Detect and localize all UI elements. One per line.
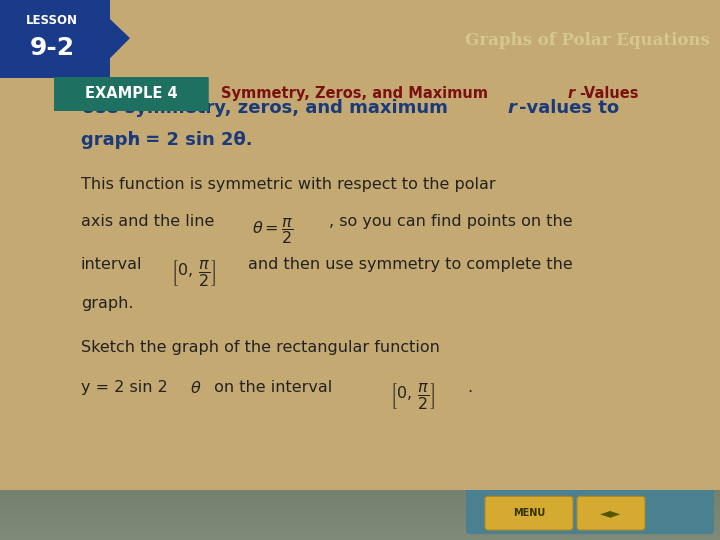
FancyBboxPatch shape xyxy=(0,537,720,540)
Text: , so you can find points on the: , so you can find points on the xyxy=(329,214,573,230)
Text: .: . xyxy=(467,380,472,395)
Text: interval: interval xyxy=(81,256,143,272)
FancyBboxPatch shape xyxy=(0,518,720,520)
Text: MENU: MENU xyxy=(513,508,545,518)
Text: -Values: -Values xyxy=(579,86,639,102)
FancyBboxPatch shape xyxy=(0,498,720,500)
FancyBboxPatch shape xyxy=(0,500,720,503)
FancyBboxPatch shape xyxy=(53,75,209,113)
FancyBboxPatch shape xyxy=(485,496,573,530)
FancyBboxPatch shape xyxy=(0,532,720,535)
FancyBboxPatch shape xyxy=(0,523,720,525)
FancyBboxPatch shape xyxy=(0,508,720,510)
Text: = 2 sin 2θ.: = 2 sin 2θ. xyxy=(139,131,253,149)
FancyBboxPatch shape xyxy=(0,505,720,508)
FancyBboxPatch shape xyxy=(0,525,720,528)
FancyBboxPatch shape xyxy=(466,487,714,534)
Text: Sketch the graph of the rectangular function: Sketch the graph of the rectangular func… xyxy=(81,340,440,355)
FancyBboxPatch shape xyxy=(577,496,645,530)
Text: axis and the line: axis and the line xyxy=(81,214,214,230)
Text: $\theta$: $\theta$ xyxy=(190,380,201,396)
Text: $\theta = \dfrac{\pi}{2}$: $\theta = \dfrac{\pi}{2}$ xyxy=(251,215,293,246)
Text: r: r xyxy=(508,99,516,118)
FancyBboxPatch shape xyxy=(0,0,110,78)
FancyBboxPatch shape xyxy=(0,535,720,537)
Text: and then use symmetry to complete the: and then use symmetry to complete the xyxy=(248,256,573,272)
FancyBboxPatch shape xyxy=(0,510,720,512)
Text: Symmetry, Zeros, and Maximum: Symmetry, Zeros, and Maximum xyxy=(221,86,493,102)
Text: Graphs of Polar Equations: Graphs of Polar Equations xyxy=(465,32,710,49)
Text: ◄►: ◄► xyxy=(600,506,621,520)
Text: $\left[0,\,\dfrac{\pi}{2}\right]$: $\left[0,\,\dfrac{\pi}{2}\right]$ xyxy=(390,381,435,411)
FancyBboxPatch shape xyxy=(0,530,720,532)
Text: This function is symmetric with respect to the polar: This function is symmetric with respect … xyxy=(81,178,495,192)
FancyBboxPatch shape xyxy=(0,495,720,498)
FancyBboxPatch shape xyxy=(0,528,720,530)
Text: $\left[0,\,\dfrac{\pi}{2}\right]$: $\left[0,\,\dfrac{\pi}{2}\right]$ xyxy=(171,258,216,288)
Text: Use symmetry, zeros, and maximum: Use symmetry, zeros, and maximum xyxy=(81,99,454,118)
Text: graph.: graph. xyxy=(81,296,133,312)
FancyBboxPatch shape xyxy=(0,515,720,518)
Text: r: r xyxy=(127,131,136,149)
Text: on the interval: on the interval xyxy=(209,380,332,395)
FancyBboxPatch shape xyxy=(0,503,720,505)
FancyBboxPatch shape xyxy=(0,520,720,523)
Text: 9-2: 9-2 xyxy=(30,36,75,60)
Text: -values to: -values to xyxy=(519,99,619,118)
Text: EXAMPLE 4: EXAMPLE 4 xyxy=(84,86,177,102)
Text: r: r xyxy=(568,86,575,102)
Text: y = 2 sin 2: y = 2 sin 2 xyxy=(81,380,168,395)
FancyBboxPatch shape xyxy=(0,512,720,515)
Text: LESSON: LESSON xyxy=(26,14,78,26)
Text: graph: graph xyxy=(81,131,146,149)
FancyBboxPatch shape xyxy=(0,490,720,493)
Polygon shape xyxy=(90,0,130,78)
FancyBboxPatch shape xyxy=(0,493,720,495)
